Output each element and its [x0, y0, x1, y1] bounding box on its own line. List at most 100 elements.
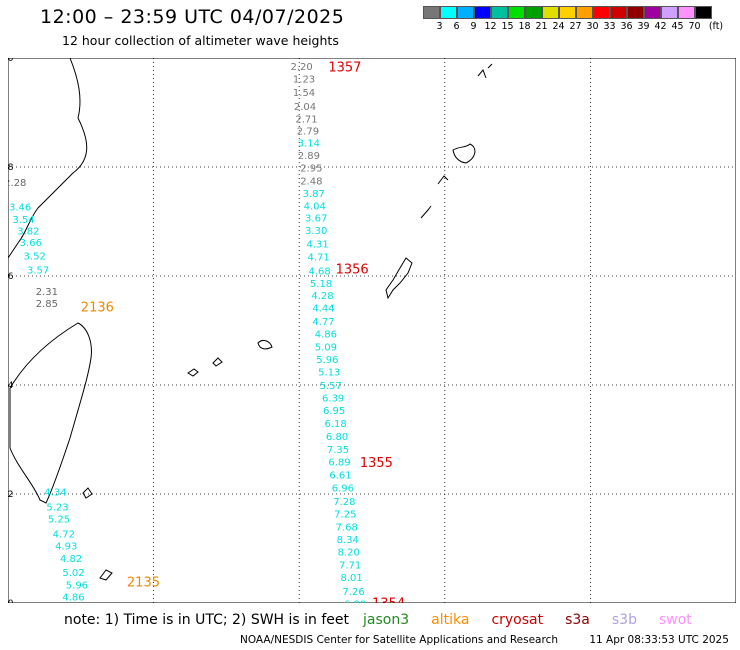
wave-height-label: 6.89: [328, 458, 350, 469]
map-title: 12:00 – 23:59 UTC 04/07/2025: [40, 6, 345, 28]
legend-swatch: [627, 6, 644, 19]
wave-height-label: 5.57: [320, 381, 342, 392]
wave-height-label: 2.04: [294, 102, 316, 113]
wave-height-label: 4.04: [304, 202, 326, 213]
wave-height-label: 3.52: [24, 252, 46, 263]
wave-height-label: 6.80: [344, 599, 366, 603]
pass-number-label: 1356: [336, 262, 369, 277]
wave-height-label: 7.35: [327, 445, 349, 456]
wave-height-label: 3.14: [298, 138, 320, 149]
wave-height-label: 4.28: [311, 291, 333, 302]
wave-height-label: 2.79: [297, 126, 319, 137]
note-bar: note: 1) Time is in UTC; 2) SWH is in fe…: [64, 612, 692, 628]
legend-label: 39: [637, 21, 650, 32]
mission-list: jason3 altika cryosat s3a s3b swot: [355, 612, 692, 628]
pass-labels: 1357 1356 1355 1354 2136 2135 2134: [81, 61, 405, 603]
wave-height-label: 6.18: [324, 419, 346, 430]
wave-height-label: 5.25: [48, 514, 70, 525]
wave-height-label: 7.26: [342, 587, 364, 598]
wave-height-label: 5.02: [62, 568, 84, 579]
map-subtitle: 12 hour collection of altimeter wave hei…: [62, 33, 339, 48]
mission-swot: swot: [658, 612, 692, 628]
pass-number-label: 1355: [360, 456, 393, 471]
okinawa-islands: [385, 63, 493, 300]
wave-height-label: 4.68: [308, 266, 330, 277]
wave-height-label: 8.01: [340, 573, 362, 584]
legend-label: 18: [518, 21, 531, 32]
wave-height-label: 5.13: [318, 368, 340, 379]
wave-height-label: 2.31: [36, 287, 58, 298]
mission-altika: altika: [431, 612, 470, 628]
wave-height-label: 6.39: [322, 393, 344, 404]
wave-height-label: 7.68: [336, 523, 358, 534]
wave-height-label: 3.67: [305, 214, 327, 225]
legend-label: 42: [654, 21, 667, 32]
miyako-islands: [187, 339, 273, 377]
china-coastline: [8, 58, 88, 259]
legend-label: 24: [552, 21, 565, 32]
y-tick-label: 22: [8, 490, 13, 500]
batan-islands: [82, 487, 113, 581]
wave-height-label: 2.28: [8, 178, 26, 189]
y-tick-label: 28: [8, 163, 14, 173]
color-legend-labels: 3 6 9 12 15 18 21 24 27 30 33 36 39 42 45 70 (ft): [423, 21, 740, 35]
wave-height-label: 2.71: [295, 114, 317, 125]
pass-number-label: 1357: [328, 61, 361, 76]
legend-label: 9: [470, 21, 477, 32]
legend-label: 12: [484, 21, 497, 32]
wave-height-label: 6.95: [323, 406, 345, 417]
wave-height-label: 7.25: [334, 509, 356, 520]
wave-height-label: 4.44: [312, 303, 334, 314]
color-legend: [423, 6, 712, 19]
legend-swatch: [695, 6, 712, 19]
wave-height-label: 6.80: [326, 432, 348, 443]
legend-label: 30: [586, 21, 599, 32]
wave-height-label: 4.72: [53, 530, 75, 541]
wave-height-label: 5.09: [315, 343, 337, 354]
wave-height-label: 4.34: [44, 488, 66, 499]
footer: NOAA/NESDIS Center for Satellite Applica…: [240, 634, 729, 646]
wave-height-label: 4.93: [55, 542, 77, 553]
wave-height-label: 4.82: [60, 554, 82, 565]
legend-swatch: [457, 6, 474, 19]
wave-height-label: 1.23: [293, 75, 315, 86]
legend-unit: (ft): [708, 21, 724, 32]
legend-label: 45: [671, 21, 684, 32]
wave-height-label: 4.31: [307, 240, 329, 251]
axis-ticks: 120123126129132135302826242220: [8, 58, 14, 603]
legend-label: 70: [688, 21, 701, 32]
wave-height-label: 3.46: [9, 203, 31, 214]
legend-swatch: [593, 6, 610, 19]
wave-height-label: 2.89: [298, 151, 320, 162]
mission-s3b: s3b: [611, 612, 637, 628]
wave-height-tracks: 3.463.543.823.66 3.52 3.57 4.34 5.235.25 4.72…: [8, 58, 366, 603]
wave-height-label: 1.54: [293, 88, 315, 99]
y-tick-label: 20: [8, 599, 14, 603]
y-tick-label: 30: [8, 58, 14, 64]
wave-height-label: 2.20: [290, 62, 312, 73]
footer-timestamp: 11 Apr 08:33:53 UTC 2025: [589, 634, 729, 646]
taiwan-coastline: [9, 322, 92, 504]
legend-label: 36: [620, 21, 633, 32]
legend-swatch: [576, 6, 593, 19]
wave-height-label: 3.30: [305, 226, 327, 237]
legend-label: 21: [535, 21, 548, 32]
wave-height-label: 4.86: [315, 330, 337, 341]
wave-height-label: 3.87: [303, 189, 325, 200]
wave-height-label: 2.85: [36, 299, 58, 310]
map-frame: [8, 58, 736, 603]
pass-number-label: 1354: [372, 596, 405, 603]
wave-height-label: 5.96: [66, 580, 88, 591]
wave-height-label: 3.66: [20, 238, 42, 249]
wave-height-label: 2.95: [300, 163, 322, 174]
altimeter-map: 120123126129132135302826242220 3.463.543…: [8, 58, 736, 603]
graticule: [8, 58, 736, 603]
wave-height-label: 7.71: [339, 561, 361, 572]
legend-swatch: [474, 6, 491, 19]
wave-height-label: 2.71: [290, 58, 312, 61]
wave-height-label: 2.48: [300, 176, 322, 187]
legend-swatch: [559, 6, 576, 19]
wave-height-label: 5.23: [46, 502, 68, 513]
pass-number-label: 2134: [134, 602, 167, 603]
legend-swatch: [610, 6, 627, 19]
